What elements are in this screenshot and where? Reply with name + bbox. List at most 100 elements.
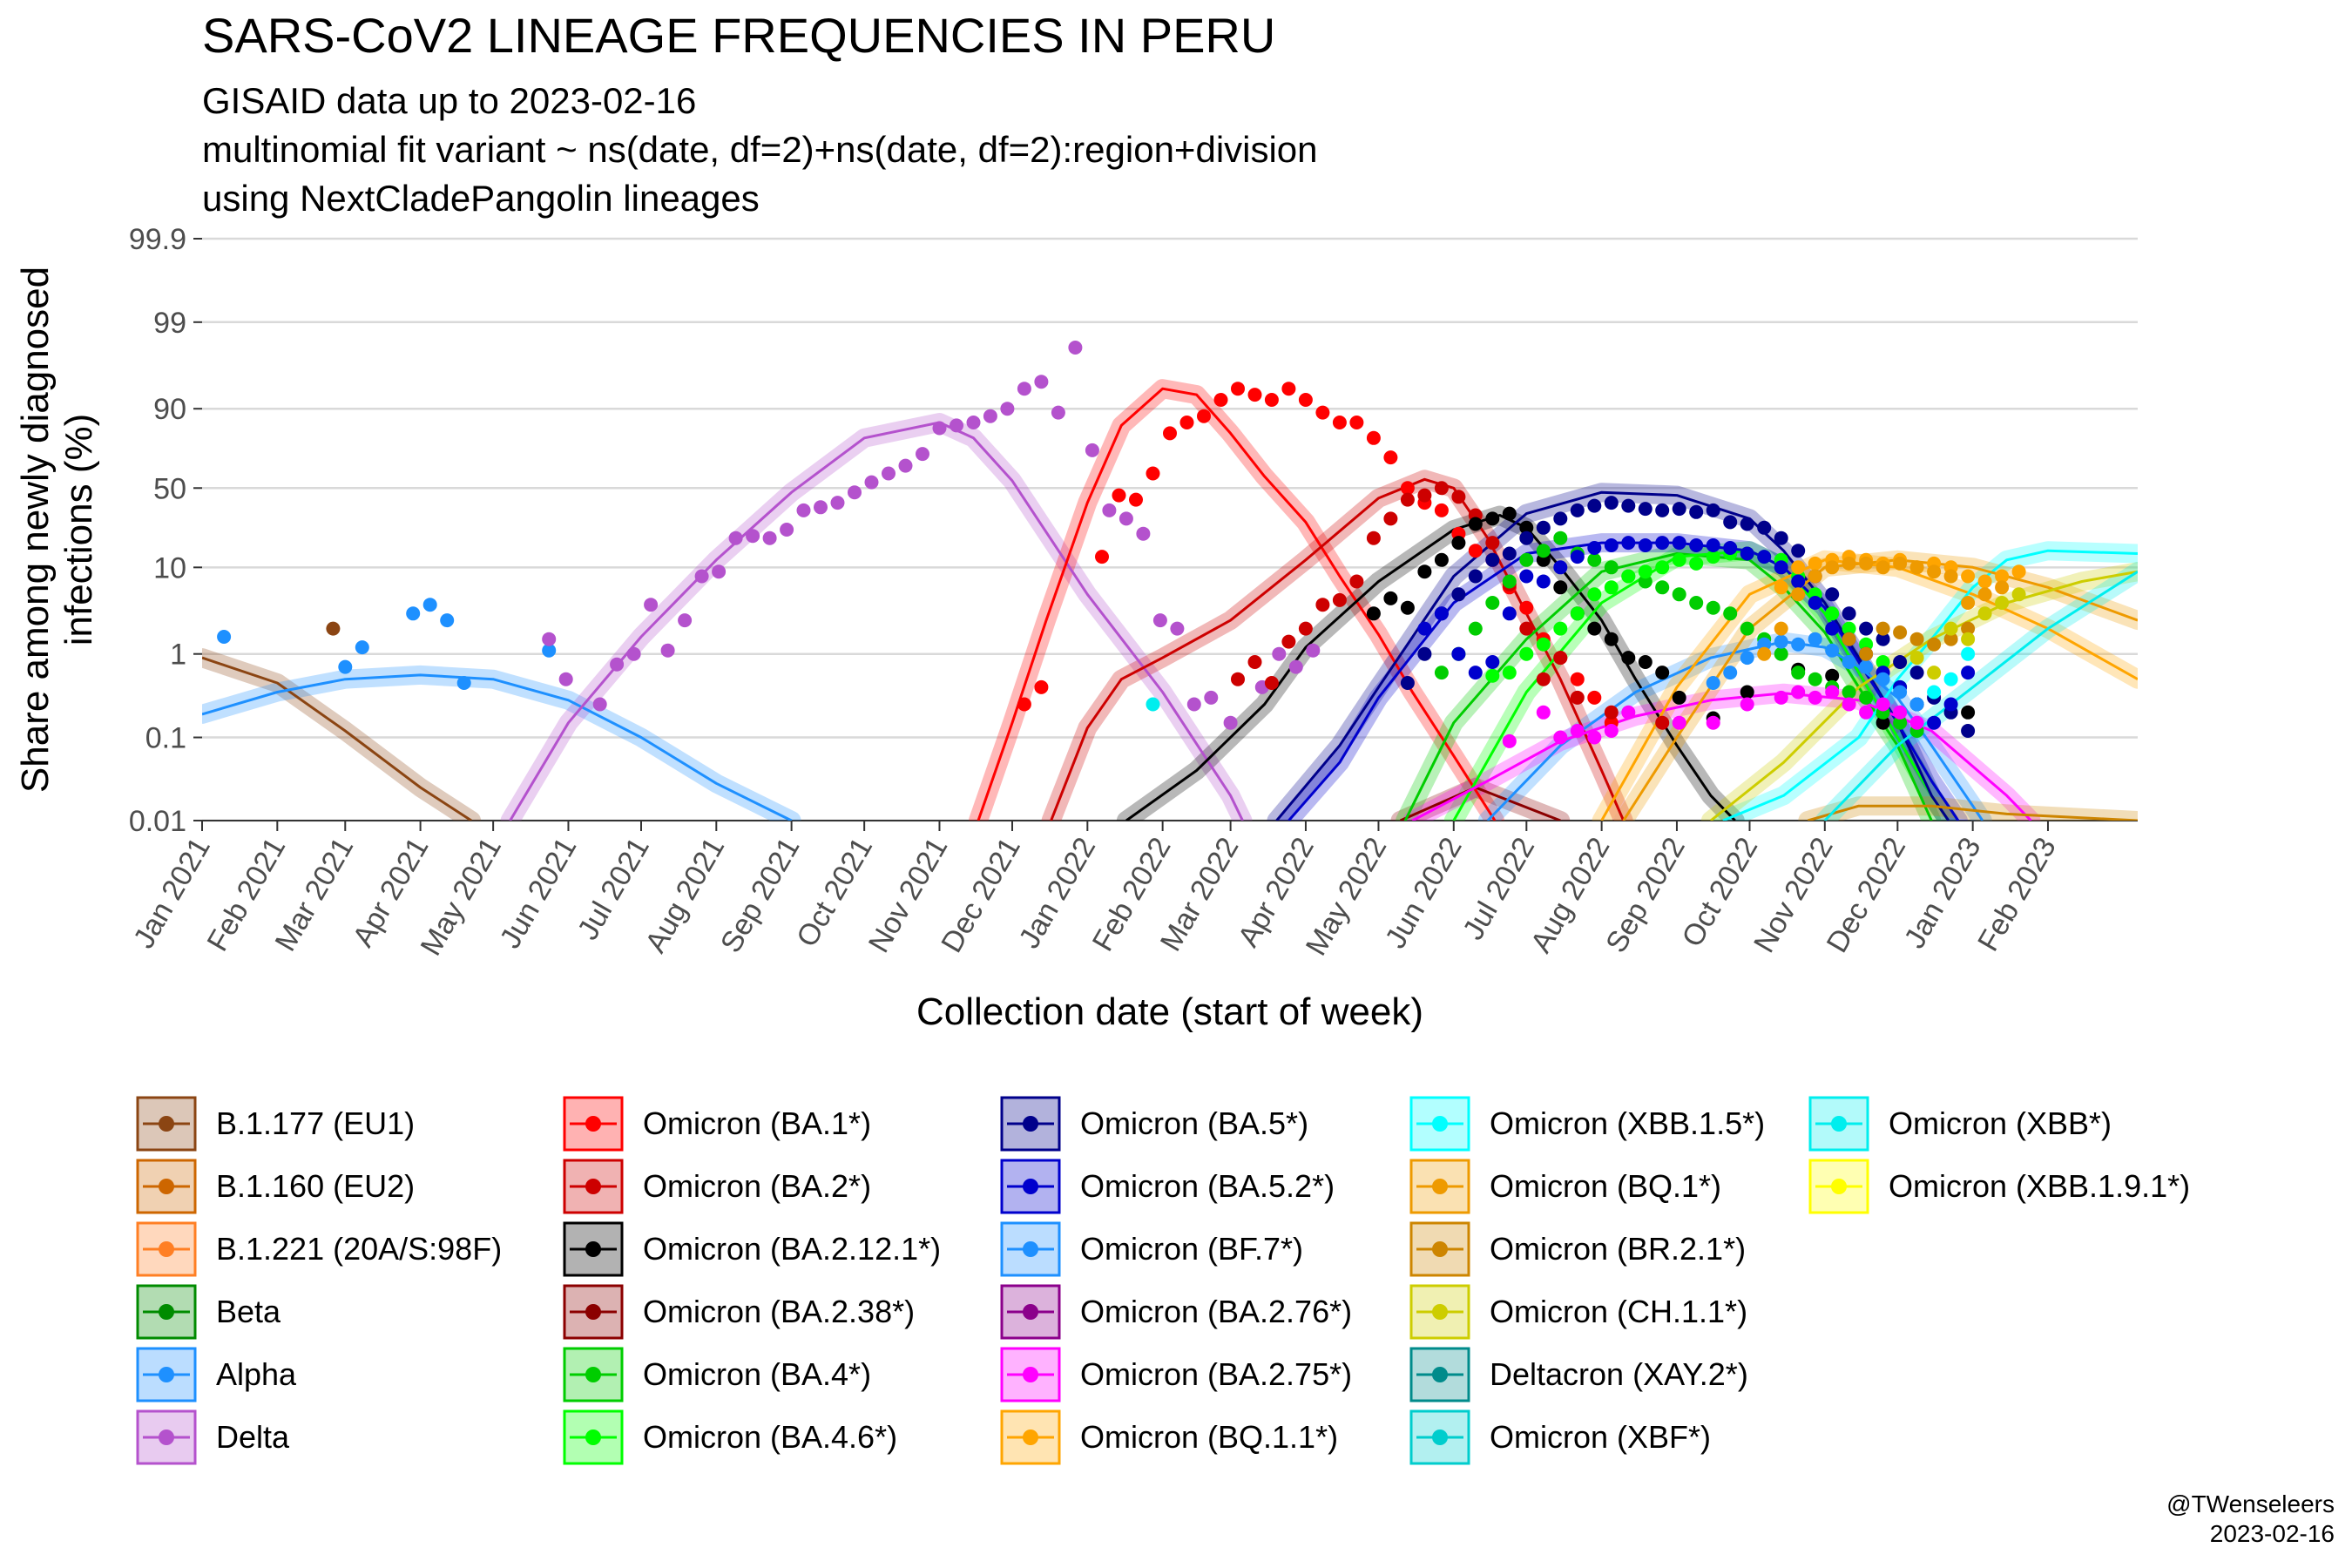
point-omicron-bq-1-1 <box>1774 580 1788 595</box>
point-omicron-bf-7 <box>1842 655 1856 669</box>
point-delta <box>558 672 573 686</box>
point-omicron-ba-5-2 <box>1451 646 1466 661</box>
point-omicron-ba-4-6 <box>1825 606 1840 621</box>
legend-key-point <box>159 1367 174 1382</box>
legend-label: Omicron (BR.2.1*) <box>1490 1231 1746 1267</box>
point-omicron-ba-5 <box>1740 517 1754 531</box>
point-delta <box>644 598 659 612</box>
point-omicron-ba-5-2 <box>1706 538 1720 552</box>
point-delta <box>1102 503 1117 517</box>
point-omicron-xbb-1-5 <box>1927 685 1942 700</box>
point-omicron-ba-2-75 <box>1859 705 1874 720</box>
legend-key-point <box>1023 1429 1038 1445</box>
point-omicron-ba-4 <box>1859 690 1874 705</box>
point-omicron-ba-1 <box>1315 405 1330 420</box>
point-omicron-ba-4-6 <box>1502 666 1517 680</box>
legend-item-omicron-ba-4-6: Omicron (BA.4.6*) <box>563 1409 897 1465</box>
point-omicron-ba-5 <box>1451 587 1466 602</box>
point-omicron-ch-1-1 <box>1977 606 1992 621</box>
point-omicron-ba-2-12-1 <box>1961 705 1976 720</box>
point-omicron-ba-2-75 <box>1672 715 1686 730</box>
point-omicron-ba-1 <box>1383 450 1398 465</box>
point-alpha <box>542 643 557 658</box>
legend-label: Omicron (BA.5*) <box>1080 1105 1308 1141</box>
point-omicron-ba-2 <box>1519 621 1534 636</box>
x-axis-title: Collection date (start of week) <box>916 990 1423 1033</box>
point-omicron-ba-2-12-1 <box>1825 668 1840 683</box>
point-omicron-ba-2-75 <box>1621 705 1636 720</box>
legend-key-point <box>159 1429 174 1445</box>
point-omicron-bq-1 <box>1859 556 1874 571</box>
point-alpha <box>456 676 471 690</box>
legend-key-point <box>159 1116 174 1132</box>
point-omicron-ba-5-2 <box>1519 569 1534 584</box>
point-omicron-ba-1 <box>1349 416 1364 429</box>
point-delta <box>898 458 913 473</box>
point-delta <box>1204 690 1219 705</box>
point-omicron-br-2-1 <box>1943 632 1958 646</box>
point-omicron-ba-4 <box>1587 552 1602 567</box>
point-omicron-ba-5-2 <box>1621 536 1636 551</box>
point-delta <box>626 646 641 661</box>
point-omicron-bf-7 <box>1757 637 1772 652</box>
point-omicron-br-2-1 <box>1909 632 1924 646</box>
point-omicron-ba-2 <box>1553 651 1568 666</box>
point-omicron-bf-7 <box>1876 672 1890 686</box>
chart-header: SARS-CoV2 LINEAGE FREQUENCIES IN PERU GI… <box>202 8 1318 219</box>
point-omicron-ba-4 <box>1502 574 1517 589</box>
point-omicron-ba-2-12-1 <box>1519 520 1534 535</box>
point-omicron-ba-5 <box>1791 544 1806 558</box>
legend-label: Delta <box>216 1419 290 1455</box>
point-omicron-ba-2-12-1 <box>1553 580 1568 595</box>
point-omicron-ba-5 <box>1417 646 1432 661</box>
point-delta <box>1136 526 1151 541</box>
legend-key-point <box>1023 1241 1038 1257</box>
point-omicron-ba-2-75 <box>1909 715 1924 730</box>
point-omicron-ba-5-2 <box>1808 596 1822 610</box>
point-omicron-ba-4-6 <box>1842 621 1856 636</box>
point-omicron-ba-5 <box>1485 552 1500 567</box>
point-omicron-ba-5 <box>1502 546 1517 561</box>
point-omicron-ba-1 <box>1519 600 1534 615</box>
legend-item-omicron-ba-4: Omicron (BA.4*) <box>563 1347 871 1402</box>
point-omicron-ba-2-75 <box>1791 685 1806 700</box>
point-omicron-ba-2-12-1 <box>1451 536 1466 551</box>
legend-key-point <box>1432 1179 1448 1194</box>
legend-item-b-1-160-eu2: B.1.160 (EU2) <box>136 1159 415 1214</box>
point-omicron-ba-2-75 <box>1808 690 1822 705</box>
point-omicron-ba-2-12-1 <box>1485 511 1500 526</box>
point-omicron-ba-5 <box>1876 632 1890 646</box>
point-delta <box>1034 375 1049 389</box>
legend-item-omicron-ba-1: Omicron (BA.1*) <box>563 1096 871 1152</box>
point-omicron-ba-5 <box>1774 531 1788 545</box>
y-gridlines <box>202 237 2138 822</box>
point-delta <box>1223 715 1238 730</box>
point-omicron-ba-1 <box>1281 382 1296 396</box>
point-alpha <box>440 613 455 628</box>
y-tick-label: 1 <box>170 639 186 672</box>
point-omicron-ba-4-6 <box>1519 646 1534 661</box>
point-delta <box>796 503 811 517</box>
legend-label: B.1.160 (EU2) <box>216 1168 415 1204</box>
point-omicron-ba-4-6 <box>1638 564 1652 579</box>
chart-title: SARS-CoV2 LINEAGE FREQUENCIES IN PERU <box>202 8 1275 63</box>
legend-item-omicron-bf-7: Omicron (BF.7*) <box>1000 1221 1303 1277</box>
point-omicron-bq-1 <box>1977 587 1992 602</box>
point-omicron-ba-2 <box>1417 488 1432 503</box>
point-omicron-bq-1 <box>1876 560 1890 575</box>
y-tick-label: 50 <box>153 472 186 505</box>
point-omicron-ba-2-12-1 <box>1366 606 1381 621</box>
observed-points <box>217 341 2026 748</box>
point-delta <box>694 569 709 584</box>
point-omicron-ba-5 <box>1655 503 1670 517</box>
point-omicron-ba-4-6 <box>1859 637 1874 652</box>
legend-key-point <box>1023 1367 1038 1382</box>
legend-key-point <box>585 1367 601 1382</box>
point-omicron-bq-1-1 <box>1977 574 1992 589</box>
point-omicron-ba-2-12-1 <box>1383 591 1398 605</box>
point-omicron-br-2-1 <box>1927 637 1942 652</box>
point-omicron-ba-5-2 <box>1553 560 1568 575</box>
point-omicron-bq-1 <box>1757 646 1772 661</box>
point-omicron-ba-2 <box>1400 492 1415 507</box>
point-omicron-xbb-1-5 <box>1961 646 1976 661</box>
